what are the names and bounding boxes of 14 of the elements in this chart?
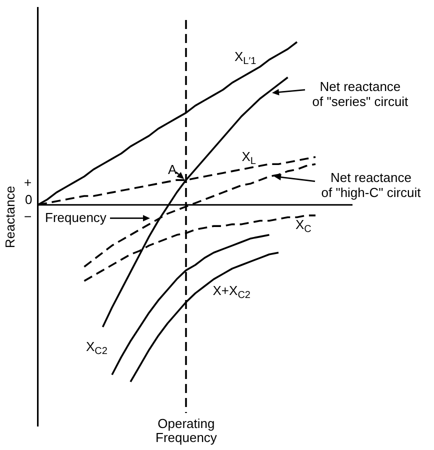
series-label: X$_{L}$ — [242, 148, 256, 167]
annotation: Net reactance of "high-C" circuit — [321, 170, 421, 200]
text: 0 — [25, 192, 32, 208]
text: − — [24, 209, 32, 224]
annotation: Net reactance of "series" circuit — [312, 78, 408, 109]
text: + — [24, 175, 32, 190]
series-label: X$_{C2}$ — [86, 338, 108, 357]
x-axis-title: Frequency — [45, 210, 106, 225]
series-label: X$_{C}$ — [296, 217, 312, 236]
series-label: X+X$_{C2}$ — [212, 283, 250, 302]
series-label: X$_{L′1}$ — [234, 49, 256, 68]
y-axis-title: Reactance — [2, 186, 18, 248]
text: Operating Frequency — [156, 416, 217, 445]
annotation: A — [168, 162, 177, 178]
